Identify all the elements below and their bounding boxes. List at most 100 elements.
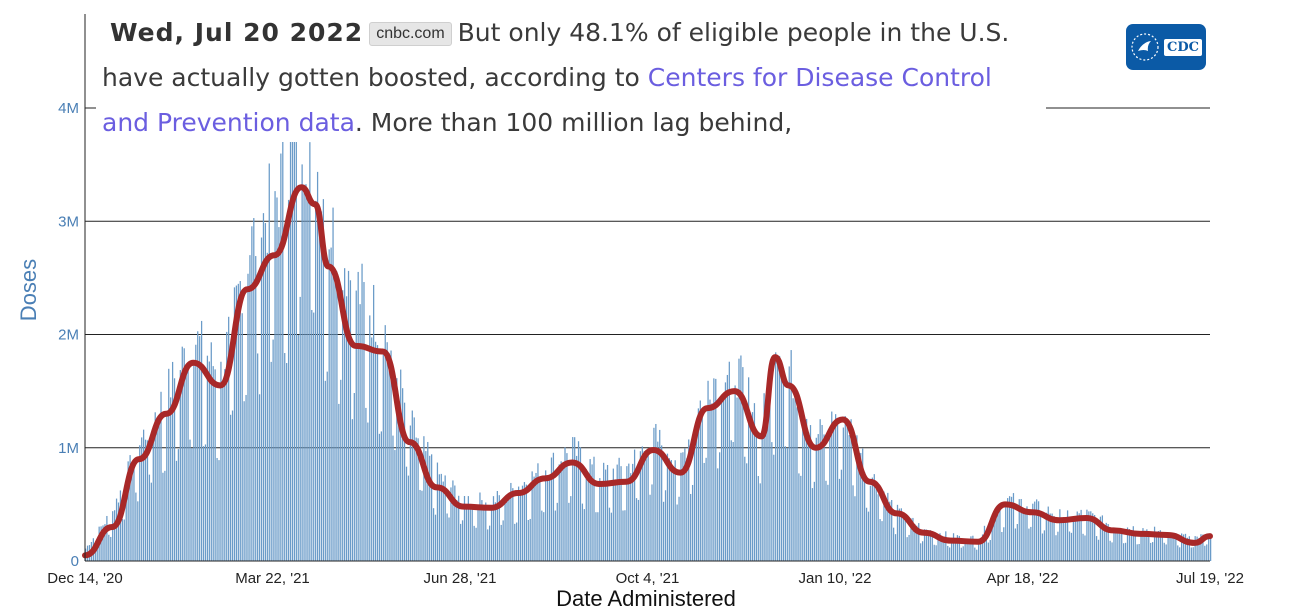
dose-bar <box>991 517 993 561</box>
dose-bar <box>334 270 336 561</box>
dose-bar <box>492 496 495 561</box>
dose-bar <box>798 473 800 561</box>
dose-bar <box>898 508 901 561</box>
dose-bar <box>769 364 771 561</box>
dose-bar <box>218 460 220 561</box>
dose-bar <box>947 545 949 561</box>
dose-bar <box>691 484 694 561</box>
dose-bar <box>860 452 862 561</box>
dose-bar <box>1171 536 1173 561</box>
dose-bar <box>670 460 672 561</box>
dose-bar <box>390 350 392 561</box>
dose-bar <box>682 452 684 561</box>
x-tick-label: Jul 19, '22 <box>1176 570 1244 587</box>
dose-bar <box>960 547 962 561</box>
dose-bar <box>697 408 700 561</box>
dose-bar <box>662 501 665 561</box>
dose-bar <box>780 375 783 561</box>
dose-bar <box>701 410 703 561</box>
x-tick-label: Jan 10, '22 <box>799 570 872 587</box>
dose-bar <box>427 441 429 561</box>
dose-bar <box>831 411 833 561</box>
dose-bar <box>927 532 930 561</box>
source-badge[interactable]: cnbc.com <box>369 22 452 46</box>
dose-bar <box>595 512 597 561</box>
dose-bar <box>131 472 133 561</box>
dose-bar <box>949 547 951 561</box>
dose-bar <box>591 464 593 561</box>
dose-bar <box>301 164 303 561</box>
dose-bar <box>632 463 634 561</box>
dose-bar <box>661 445 663 561</box>
dose-bar <box>1177 545 1179 561</box>
dose-bar <box>748 377 750 561</box>
dose-bar <box>371 337 373 561</box>
dose-bar <box>446 513 448 561</box>
dose-bar <box>835 414 837 561</box>
dose-bar <box>993 514 995 561</box>
dose-bar <box>740 355 742 561</box>
dose-bar <box>421 490 423 561</box>
dose-bar <box>106 515 108 561</box>
dose-bar <box>883 491 885 561</box>
dose-bar <box>1016 524 1018 561</box>
dose-bar <box>1165 544 1167 561</box>
dose-bar <box>672 467 674 561</box>
dose-bar <box>1094 514 1096 561</box>
dose-bar <box>840 469 843 561</box>
dose-bar <box>603 462 605 561</box>
dose-bar <box>1082 533 1084 561</box>
dose-bar <box>1041 533 1044 561</box>
dose-bar <box>467 496 469 561</box>
dose-bar <box>782 368 785 561</box>
dose-bar <box>956 535 959 561</box>
dose-bar <box>494 502 497 561</box>
dose-bar <box>877 494 879 561</box>
dose-bar <box>257 353 259 561</box>
dose-bar <box>916 525 918 561</box>
dose-bar <box>630 473 632 561</box>
dose-bar <box>1010 496 1013 561</box>
x-tick-label: Dec 14, '20 <box>47 570 122 587</box>
dose-bar <box>477 507 479 561</box>
dose-bar <box>1198 537 1200 561</box>
dose-bar <box>212 366 214 561</box>
dose-bar <box>1047 506 1049 561</box>
dose-bar <box>222 384 224 561</box>
dose-bar <box>129 455 131 561</box>
dose-bar <box>684 448 686 561</box>
dose-bar <box>777 363 779 561</box>
dose-bar <box>270 361 272 561</box>
dose-bar <box>626 466 628 561</box>
dose-bar <box>313 312 315 561</box>
dose-bar <box>380 431 383 561</box>
dose-bar <box>193 364 195 561</box>
dose-bar <box>1105 522 1107 561</box>
dose-bar <box>572 437 574 561</box>
dose-bar <box>521 485 524 561</box>
dose-bar <box>1074 516 1076 561</box>
dose-bar <box>525 484 527 561</box>
dose-bar <box>141 437 143 561</box>
dose-bar <box>705 457 707 561</box>
dose-bar <box>862 448 864 561</box>
cdc-data-link[interactable]: Centers for Disease Control and Preventi… <box>102 63 992 137</box>
dose-bar <box>719 452 721 561</box>
dose-bar <box>653 427 655 561</box>
dose-bar <box>784 446 786 561</box>
dose-bar <box>1065 516 1067 561</box>
dose-bar <box>415 437 417 561</box>
dose-bar <box>937 536 939 561</box>
dose-bar <box>374 341 377 561</box>
dose-bar <box>1119 529 1121 561</box>
dose-bar <box>373 284 375 561</box>
dose-bar <box>315 200 317 561</box>
dose-bar <box>328 249 330 561</box>
dose-bar <box>968 540 970 561</box>
dose-bar <box>123 519 125 561</box>
dose-bar <box>906 537 908 561</box>
dose-bar <box>804 423 806 561</box>
dose-bar <box>854 496 856 561</box>
dose-bar <box>1148 533 1150 561</box>
dose-bar <box>479 492 481 561</box>
